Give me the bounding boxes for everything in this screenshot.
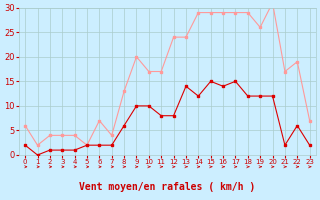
X-axis label: Vent moyen/en rafales ( km/h ): Vent moyen/en rafales ( km/h ) (79, 182, 256, 192)
